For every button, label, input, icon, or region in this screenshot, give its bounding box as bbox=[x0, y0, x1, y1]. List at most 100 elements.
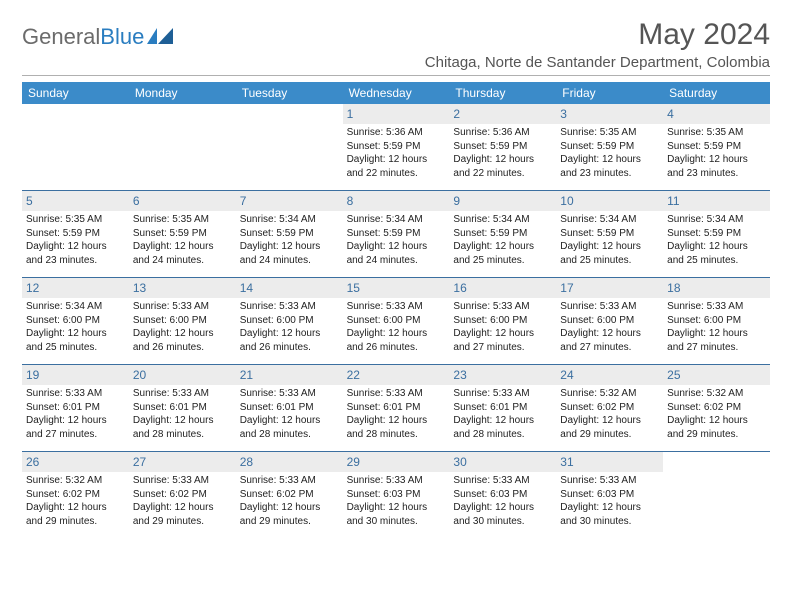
calendar-cell: 22Sunrise: 5:33 AMSunset: 6:01 PMDayligh… bbox=[343, 365, 450, 451]
day-info-line: Daylight: 12 hours bbox=[133, 501, 232, 515]
day-info-line: Sunrise: 5:33 AM bbox=[240, 387, 339, 401]
day-header: Thursday bbox=[449, 82, 556, 104]
day-info-line: Sunrise: 5:33 AM bbox=[667, 300, 766, 314]
day-info-line: Sunrise: 5:33 AM bbox=[453, 300, 552, 314]
day-info-line: Sunset: 6:01 PM bbox=[453, 401, 552, 415]
day-info-line: Daylight: 12 hours bbox=[347, 240, 446, 254]
day-body: Sunrise: 5:33 AMSunset: 6:02 PMDaylight:… bbox=[236, 472, 343, 534]
brand-logo: GeneralBlue bbox=[22, 18, 173, 50]
day-info-line: Sunrise: 5:34 AM bbox=[667, 213, 766, 227]
day-info-line: and 25 minutes. bbox=[26, 341, 125, 355]
day-number: 26 bbox=[22, 452, 129, 472]
day-info-line: and 23 minutes. bbox=[26, 254, 125, 268]
day-info-line: Daylight: 12 hours bbox=[133, 327, 232, 341]
day-info-line: Sunset: 5:59 PM bbox=[240, 227, 339, 241]
day-body: Sunrise: 5:35 AMSunset: 5:59 PMDaylight:… bbox=[556, 124, 663, 186]
day-info-line: Sunset: 6:01 PM bbox=[133, 401, 232, 415]
day-info-line: Daylight: 12 hours bbox=[26, 414, 125, 428]
day-info-line: Daylight: 12 hours bbox=[26, 501, 125, 515]
day-number: 2 bbox=[449, 104, 556, 124]
day-info-line: Daylight: 12 hours bbox=[560, 501, 659, 515]
day-info-line: Sunset: 6:00 PM bbox=[667, 314, 766, 328]
day-number: 20 bbox=[129, 365, 236, 385]
day-number: 11 bbox=[663, 191, 770, 211]
day-info-line: Sunrise: 5:34 AM bbox=[560, 213, 659, 227]
day-info-line: and 28 minutes. bbox=[453, 428, 552, 442]
day-body: Sunrise: 5:33 AMSunset: 6:00 PMDaylight:… bbox=[236, 298, 343, 360]
day-info-line: and 27 minutes. bbox=[667, 341, 766, 355]
calendar-cell: 10Sunrise: 5:34 AMSunset: 5:59 PMDayligh… bbox=[556, 191, 663, 277]
day-number: 9 bbox=[449, 191, 556, 211]
day-number: 3 bbox=[556, 104, 663, 124]
day-info-line: and 22 minutes. bbox=[347, 167, 446, 181]
day-body: Sunrise: 5:33 AMSunset: 6:01 PMDaylight:… bbox=[129, 385, 236, 447]
day-info-line: Sunrise: 5:33 AM bbox=[453, 387, 552, 401]
day-body: Sunrise: 5:35 AMSunset: 5:59 PMDaylight:… bbox=[129, 211, 236, 273]
day-info-line: Daylight: 12 hours bbox=[240, 414, 339, 428]
day-info-line: Sunrise: 5:32 AM bbox=[26, 474, 125, 488]
day-info-line: Daylight: 12 hours bbox=[240, 501, 339, 515]
day-number: 5 bbox=[22, 191, 129, 211]
calendar-grid: SundayMondayTuesdayWednesdayThursdayFrid… bbox=[22, 82, 770, 538]
day-body: Sunrise: 5:35 AMSunset: 5:59 PMDaylight:… bbox=[22, 211, 129, 273]
day-number: 30 bbox=[449, 452, 556, 472]
day-info-line: Sunset: 5:59 PM bbox=[560, 140, 659, 154]
day-info-line: Sunset: 6:03 PM bbox=[347, 488, 446, 502]
calendar-cell: 27Sunrise: 5:33 AMSunset: 6:02 PMDayligh… bbox=[129, 452, 236, 538]
day-info-line: Daylight: 12 hours bbox=[667, 414, 766, 428]
day-header: Tuesday bbox=[236, 82, 343, 104]
calendar-cell: 1Sunrise: 5:36 AMSunset: 5:59 PMDaylight… bbox=[343, 104, 450, 190]
day-info-line: Daylight: 12 hours bbox=[560, 414, 659, 428]
day-body: Sunrise: 5:34 AMSunset: 6:00 PMDaylight:… bbox=[22, 298, 129, 360]
day-info-line: Daylight: 12 hours bbox=[453, 153, 552, 167]
calendar-cell: 25Sunrise: 5:32 AMSunset: 6:02 PMDayligh… bbox=[663, 365, 770, 451]
calendar-cell: 9Sunrise: 5:34 AMSunset: 5:59 PMDaylight… bbox=[449, 191, 556, 277]
day-info-line: Daylight: 12 hours bbox=[560, 240, 659, 254]
day-info-line: Sunset: 5:59 PM bbox=[453, 140, 552, 154]
location-text: Chitaga, Norte de Santander Department, … bbox=[425, 54, 770, 71]
day-info-line: and 26 minutes. bbox=[133, 341, 232, 355]
day-number: 28 bbox=[236, 452, 343, 472]
calendar-cell: 8Sunrise: 5:34 AMSunset: 5:59 PMDaylight… bbox=[343, 191, 450, 277]
page-header: GeneralBlue May 2024 Chitaga, Norte de S… bbox=[22, 18, 770, 71]
day-body bbox=[129, 124, 236, 132]
day-info-line: Sunset: 6:00 PM bbox=[453, 314, 552, 328]
day-header: Wednesday bbox=[343, 82, 450, 104]
day-body: Sunrise: 5:34 AMSunset: 5:59 PMDaylight:… bbox=[556, 211, 663, 273]
day-info-line: Sunrise: 5:33 AM bbox=[240, 474, 339, 488]
day-body: Sunrise: 5:33 AMSunset: 6:00 PMDaylight:… bbox=[129, 298, 236, 360]
day-info-line: and 29 minutes. bbox=[133, 515, 232, 529]
calendar-cell: 12Sunrise: 5:34 AMSunset: 6:00 PMDayligh… bbox=[22, 278, 129, 364]
day-info-line: and 30 minutes. bbox=[560, 515, 659, 529]
calendar-cell bbox=[22, 104, 129, 190]
day-info-line: Sunrise: 5:33 AM bbox=[560, 300, 659, 314]
day-info-line: Daylight: 12 hours bbox=[26, 327, 125, 341]
day-info-line: Sunrise: 5:32 AM bbox=[667, 387, 766, 401]
day-info-line: Sunset: 6:02 PM bbox=[133, 488, 232, 502]
day-info-line: Sunrise: 5:32 AM bbox=[560, 387, 659, 401]
day-info-line: Sunrise: 5:35 AM bbox=[26, 213, 125, 227]
day-info-line: Sunset: 5:59 PM bbox=[347, 227, 446, 241]
day-number: 21 bbox=[236, 365, 343, 385]
calendar-cell: 5Sunrise: 5:35 AMSunset: 5:59 PMDaylight… bbox=[22, 191, 129, 277]
day-number: 31 bbox=[556, 452, 663, 472]
day-info-line: Sunset: 5:59 PM bbox=[560, 227, 659, 241]
day-info-line: Sunrise: 5:33 AM bbox=[240, 300, 339, 314]
calendar-cell: 3Sunrise: 5:35 AMSunset: 5:59 PMDaylight… bbox=[556, 104, 663, 190]
day-info-line: Daylight: 12 hours bbox=[347, 414, 446, 428]
day-info-line: and 26 minutes. bbox=[347, 341, 446, 355]
day-info-line: Sunset: 5:59 PM bbox=[453, 227, 552, 241]
day-info-line: Sunrise: 5:34 AM bbox=[453, 213, 552, 227]
day-info-line: Sunrise: 5:33 AM bbox=[453, 474, 552, 488]
calendar-cell: 2Sunrise: 5:36 AMSunset: 5:59 PMDaylight… bbox=[449, 104, 556, 190]
calendar-cell: 31Sunrise: 5:33 AMSunset: 6:03 PMDayligh… bbox=[556, 452, 663, 538]
day-header: Sunday bbox=[22, 82, 129, 104]
day-info-line: Sunset: 6:00 PM bbox=[560, 314, 659, 328]
day-info-line: Sunset: 5:59 PM bbox=[133, 227, 232, 241]
day-info-line: and 23 minutes. bbox=[560, 167, 659, 181]
day-info-line: Sunrise: 5:33 AM bbox=[133, 387, 232, 401]
day-body bbox=[236, 124, 343, 132]
day-number: 18 bbox=[663, 278, 770, 298]
day-info-line: Daylight: 12 hours bbox=[347, 501, 446, 515]
day-info-line: and 24 minutes. bbox=[240, 254, 339, 268]
